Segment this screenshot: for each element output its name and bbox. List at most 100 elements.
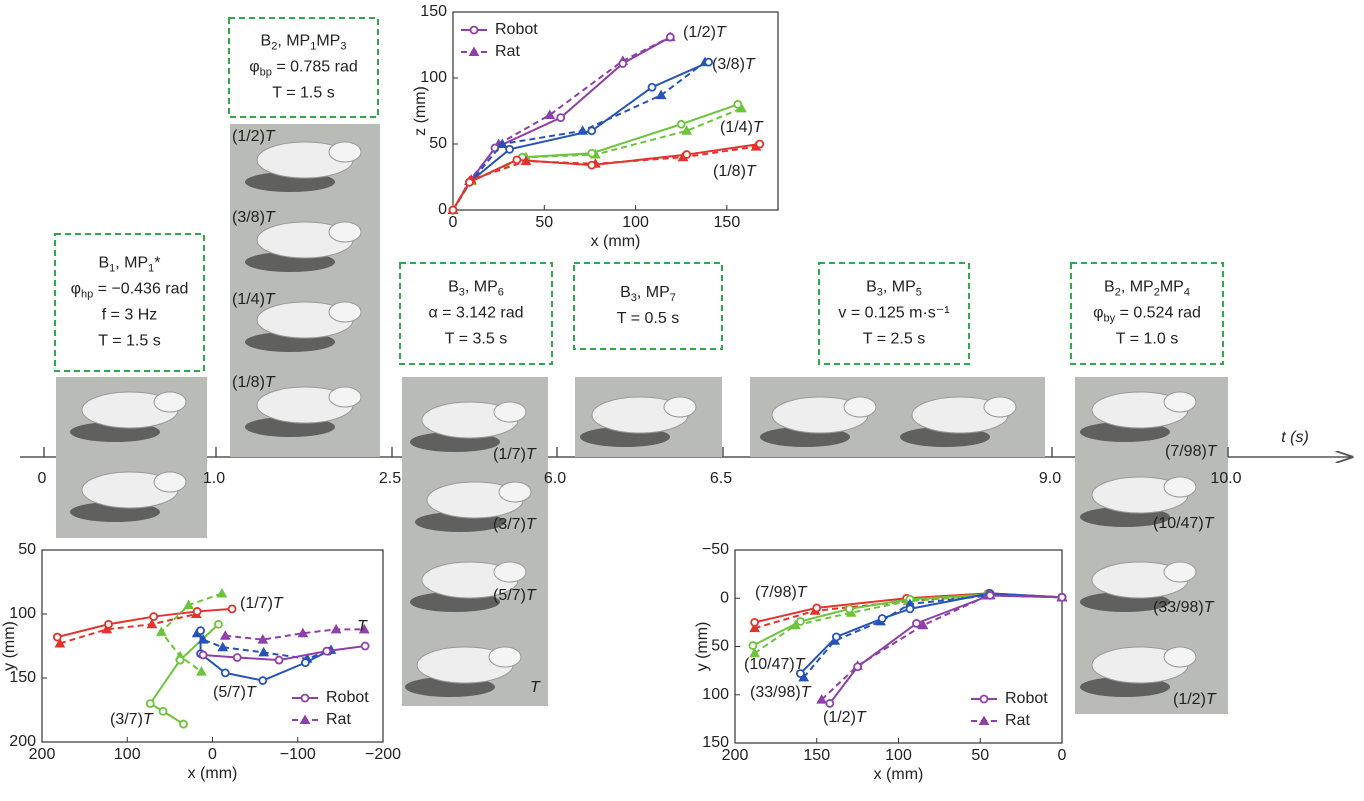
phase-text-part: 3 bbox=[340, 40, 346, 52]
robot-marker bbox=[180, 721, 187, 728]
robot-marker bbox=[749, 642, 756, 649]
y-tick-label: 0 bbox=[438, 201, 447, 218]
phase-text-part: T = 1.5 s bbox=[98, 333, 160, 350]
robot-marker bbox=[150, 613, 157, 620]
robot-head bbox=[984, 397, 1016, 417]
phase-text-part: , MP bbox=[115, 255, 148, 272]
robot-marker bbox=[200, 651, 207, 658]
robot-marker bbox=[678, 121, 685, 128]
phase-text: T = 1.5 s bbox=[272, 85, 334, 102]
robot-head bbox=[1164, 647, 1196, 667]
robot-marker bbox=[160, 708, 167, 715]
legend-marker bbox=[981, 696, 988, 703]
curve-label: (1/7)T bbox=[240, 595, 284, 612]
legend-marker bbox=[302, 695, 309, 702]
curve-label: (7/98)T bbox=[755, 584, 808, 601]
frame-label: (10/47)T bbox=[1153, 515, 1215, 532]
time-tick-label: 0 bbox=[38, 470, 47, 487]
phase-text-part: * bbox=[154, 255, 160, 272]
robot-marker bbox=[588, 150, 595, 157]
x-axis-label: x (mm) bbox=[874, 766, 924, 783]
y-axis-label: z (mm) bbox=[412, 86, 429, 136]
phase-text-part: φ bbox=[249, 59, 259, 76]
phase-text-part: T = 3.5 s bbox=[445, 331, 507, 348]
robot-marker bbox=[177, 657, 184, 664]
robot-marker bbox=[229, 605, 236, 612]
frame-label: (1/7)T bbox=[493, 446, 537, 463]
phase-text: B3, MP7 bbox=[620, 284, 676, 304]
robot-marker bbox=[619, 60, 626, 67]
robot-marker bbox=[215, 621, 222, 628]
y-tick-label: 50 bbox=[18, 541, 36, 558]
robot-marker bbox=[302, 659, 309, 666]
phase-text: α = 3.142 rad bbox=[428, 305, 523, 322]
x-tick-label: −100 bbox=[280, 746, 316, 763]
phase-text-part: f = 3 Hz bbox=[102, 307, 158, 324]
phase-text: B2, MP1MP3 bbox=[261, 33, 347, 53]
phase-text: B3, MP6 bbox=[448, 279, 504, 299]
figure: B1, MP1*φhp = −0.436 radf = 3 HzT = 1.5 … bbox=[0, 0, 1364, 801]
curve-label: (1/2)T bbox=[823, 709, 867, 726]
frame-label: (1/2)T bbox=[232, 128, 276, 145]
legend-marker bbox=[471, 27, 478, 34]
phase-text-part: = −0.436 rad bbox=[93, 281, 188, 298]
robot-head bbox=[329, 222, 361, 242]
phase-text-part: v = 0.125 m·s⁻¹ bbox=[838, 305, 949, 322]
phase-text-part: = 0.524 rad bbox=[1115, 305, 1201, 322]
x-tick-label: 0 bbox=[449, 214, 458, 231]
phase-text-part: = 0.785 rad bbox=[272, 59, 358, 76]
robot-head bbox=[664, 397, 696, 417]
phase-text: T = 3.5 s bbox=[445, 331, 507, 348]
frame-label: (5/7)T bbox=[493, 587, 537, 604]
y-tick-label: 50 bbox=[429, 135, 447, 152]
phase-text-part: T = 0.5 s bbox=[617, 310, 679, 327]
phase-text-part: B bbox=[98, 255, 109, 272]
phase-text: f = 3 Hz bbox=[102, 307, 158, 324]
phase-text: φby = 0.524 rad bbox=[1093, 305, 1201, 325]
robot-head bbox=[1164, 562, 1196, 582]
y-tick-label: 100 bbox=[420, 69, 447, 86]
x-tick-label: −200 bbox=[365, 746, 401, 763]
robot-marker bbox=[879, 615, 886, 622]
phase-text-part: α = 3.142 rad bbox=[428, 305, 523, 322]
phase-text-part: , MP bbox=[465, 279, 498, 296]
phase-text: T = 1.5 s bbox=[98, 333, 160, 350]
curve-label: (1/2)T bbox=[683, 24, 727, 41]
phase-text-part: , MP bbox=[637, 284, 670, 301]
phase-text-part: B bbox=[261, 33, 272, 50]
robot-marker bbox=[797, 618, 804, 625]
phase-text: B2, MP2MP4 bbox=[1104, 279, 1190, 299]
time-tick-label: 1.0 bbox=[203, 470, 225, 487]
legend-label: Rat bbox=[1005, 712, 1030, 729]
robot-marker bbox=[833, 633, 840, 640]
phase-text-part: hp bbox=[81, 288, 93, 300]
robot-marker bbox=[588, 162, 595, 169]
phase-text-part: MP bbox=[316, 33, 340, 50]
robot-marker bbox=[323, 648, 330, 655]
phase-text: φbp = 0.785 rad bbox=[249, 59, 357, 79]
robot-head bbox=[329, 302, 361, 322]
frame-label: (1/2)T bbox=[1173, 691, 1217, 708]
frame-label: (7/98)T bbox=[1165, 443, 1218, 460]
frame-label: T bbox=[530, 679, 541, 696]
phase-text-part: MP bbox=[1160, 279, 1184, 296]
robot-marker bbox=[667, 34, 674, 41]
x-tick-label: 150 bbox=[714, 214, 741, 231]
x-axis-label: x (mm) bbox=[591, 233, 641, 250]
legend-label: Robot bbox=[1005, 690, 1048, 707]
phase-text: φhp = −0.436 rad bbox=[71, 281, 189, 301]
robot-marker bbox=[906, 605, 913, 612]
y-axis-label: y (mm) bbox=[1, 621, 18, 671]
phase-text-part: 5 bbox=[916, 286, 922, 298]
robot-head bbox=[154, 472, 186, 492]
y-tick-label: 150 bbox=[420, 3, 447, 20]
plot-frame bbox=[453, 12, 778, 210]
robot-marker bbox=[54, 634, 61, 641]
robot-head bbox=[329, 142, 361, 162]
robot-marker bbox=[450, 207, 457, 214]
x-tick-label: 100 bbox=[885, 747, 912, 764]
robot-marker bbox=[513, 156, 520, 163]
time-tick-label: 6.5 bbox=[710, 470, 732, 487]
phase-text: B3, MP5 bbox=[866, 279, 922, 299]
phase-text: v = 0.125 m·s⁻¹ bbox=[838, 305, 949, 322]
